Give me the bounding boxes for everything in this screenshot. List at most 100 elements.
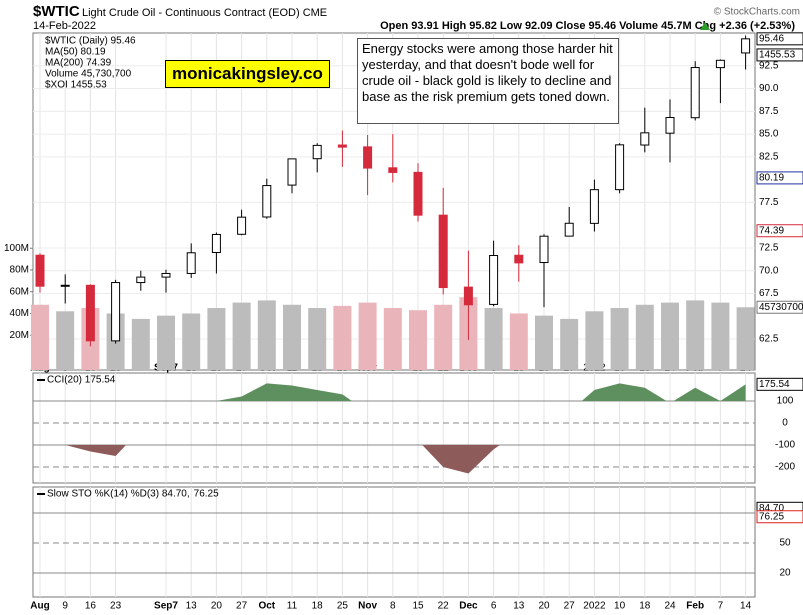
volume-bar <box>736 307 755 370</box>
value-tag: 76.25 <box>756 510 803 524</box>
panel-title: Slow STO %K(14) %D(3) 84.70, <box>47 489 190 500</box>
volume-bar <box>434 304 453 370</box>
y-tick-label: 67.5 <box>759 288 779 299</box>
x-tick-label: Oct <box>258 601 275 612</box>
value-tag-text: 84.70 <box>759 503 784 514</box>
value-tag-box <box>756 300 803 314</box>
volume-bar <box>711 302 730 370</box>
volume-bar <box>257 300 276 370</box>
x-tick-label: Aug <box>30 601 49 612</box>
volume-bar <box>560 318 579 370</box>
x-tick-label: 14 <box>740 601 752 612</box>
candle-body <box>438 214 448 289</box>
description: Light Crude Oil - Continuous Contract (E… <box>82 7 327 19</box>
volume-bar <box>308 308 327 370</box>
candle-body <box>287 158 297 186</box>
legend-entry: MA(50) 80.19 <box>45 47 106 58</box>
volume-tick-label: 80M <box>10 265 29 276</box>
x-tick-label: 20 <box>538 601 550 612</box>
y-tick-label: 77.5 <box>759 197 779 208</box>
candle-body <box>463 286 473 306</box>
volume-bar <box>333 305 352 370</box>
candle-body <box>615 144 625 191</box>
date: 14-Feb-2022 <box>33 20 96 32</box>
panel-title: CCI(20) 175.54 <box>47 375 116 386</box>
x-tick-label: 18 <box>312 601 324 612</box>
value-tag-box <box>756 32 803 46</box>
candle-body <box>665 117 675 134</box>
volume-bar <box>182 313 201 370</box>
credit: © StockCharts.com <box>714 7 800 18</box>
legend-entry: Volume 45,730,700 <box>45 69 132 80</box>
up-arrow <box>700 22 710 30</box>
value-tag-box <box>756 224 803 238</box>
legend-entry: $WTIC (Daily) 95.46 <box>45 36 136 47</box>
volume-bar <box>635 304 654 370</box>
x-tick-label: 15 <box>412 601 424 612</box>
x-tick-label: 25 <box>337 601 349 612</box>
volume-bar <box>585 311 604 370</box>
volume-bar <box>509 313 528 370</box>
candle-body <box>136 276 146 284</box>
candle-body <box>262 185 272 218</box>
cci-fill <box>65 444 500 474</box>
volume-bar <box>358 302 377 370</box>
brand: monicakingsley.co <box>165 60 330 88</box>
value-tag-text: 95.46 <box>759 33 784 44</box>
candle-body <box>564 222 574 237</box>
volume-bar <box>383 308 402 370</box>
cci-fill <box>40 383 746 401</box>
y-tick-label: 70.0 <box>759 265 779 276</box>
value-tag: 74.39 <box>756 224 803 238</box>
x-tick-label: 13 <box>513 601 525 612</box>
candle-body <box>337 144 347 148</box>
volume-tick-label: 100M <box>4 243 29 254</box>
candle-body <box>186 252 196 274</box>
y-tick-label: 100 <box>777 396 794 407</box>
x-tick-label: 11 <box>287 601 298 612</box>
x-tick-label: 24 <box>664 601 676 612</box>
candle-body <box>237 216 247 235</box>
panel-frame <box>32 372 756 484</box>
volume-bar <box>610 308 629 370</box>
x-tick-label: 2022 <box>583 601 606 612</box>
x-tick-label: 22 <box>438 601 450 612</box>
x-tick-label: 6 <box>491 601 497 612</box>
y-tick-label: -100 <box>775 440 795 451</box>
candle-body <box>388 167 398 173</box>
candle-body <box>741 38 751 54</box>
candle-body <box>489 255 499 305</box>
x-tick-label: Dec <box>459 601 478 612</box>
x-tick-label: 16 <box>85 601 97 612</box>
y-tick-label: 90.0 <box>759 83 779 94</box>
value-tag-box <box>756 171 803 185</box>
candle-body <box>640 132 650 146</box>
volume-bar <box>56 311 75 370</box>
legend-swatch <box>37 379 45 381</box>
volume-bar <box>661 302 679 370</box>
volume-bar <box>131 318 150 370</box>
volume-tick-label: 20M <box>10 330 29 341</box>
y-tick-label: 92.5 <box>759 60 779 71</box>
candle-body <box>589 189 599 224</box>
volume-bar <box>31 304 49 370</box>
candle-body <box>161 272 171 278</box>
volume-tick-label: 40M <box>10 308 29 319</box>
y-tick-label: 87.5 <box>759 106 779 117</box>
y-tick-label: 82.5 <box>759 152 779 163</box>
candle-body <box>363 146 373 169</box>
x-tick-label: 13 <box>186 601 198 612</box>
value-tag-box <box>756 48 803 62</box>
annotation: Energy stocks were among those harder hi… <box>357 38 619 124</box>
x-tick-label: 18 <box>639 601 651 612</box>
x-tick-label: Nov <box>358 601 377 612</box>
x-tick-label: 9 <box>62 601 68 612</box>
volume-bar <box>283 304 301 370</box>
value-tag: 80.19 <box>756 171 803 185</box>
value-tag-text: 80.19 <box>759 173 784 184</box>
volume-bar <box>207 308 226 370</box>
panel-frame <box>32 486 756 598</box>
candle-body <box>715 59 725 69</box>
x-tick-label: 7 <box>718 601 724 612</box>
